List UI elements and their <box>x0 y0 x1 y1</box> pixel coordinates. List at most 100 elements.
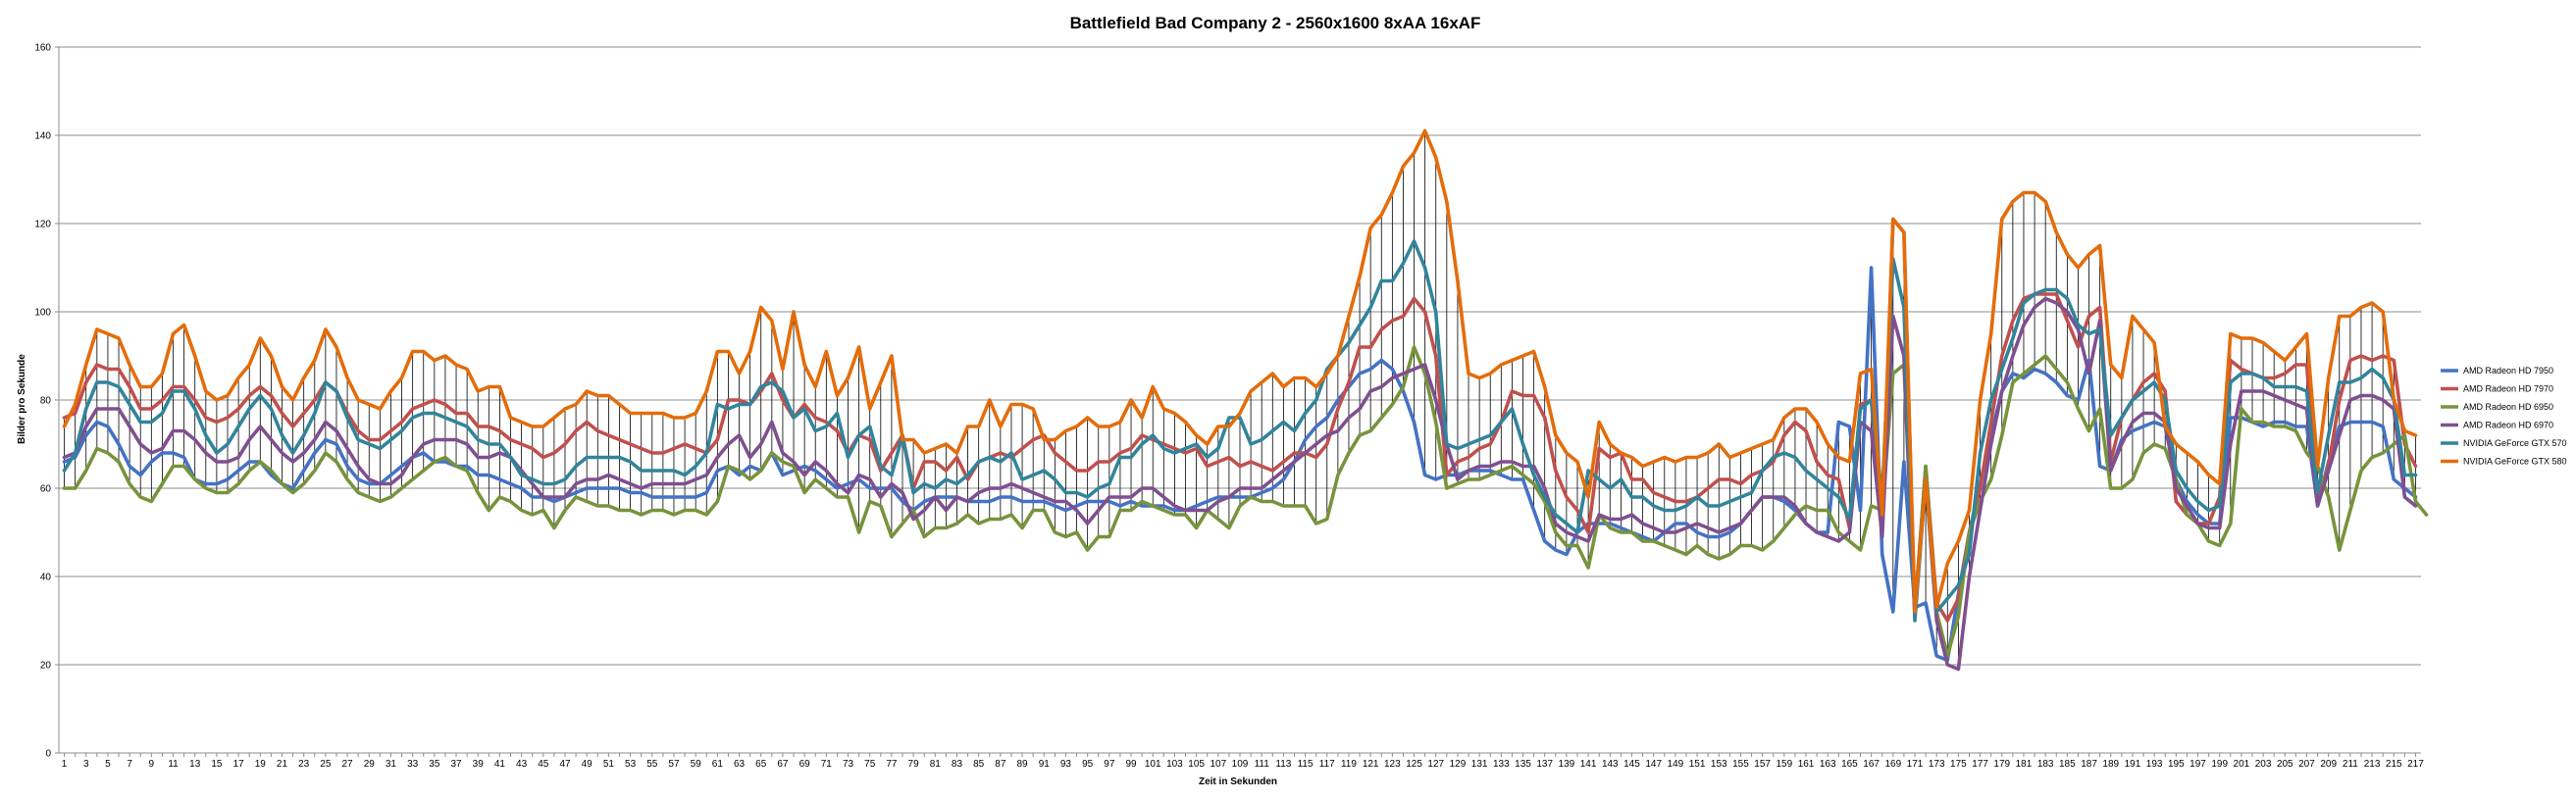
x-tick-label: 125 <box>1406 759 1422 770</box>
x-tick-label: 21 <box>277 759 288 770</box>
x-tick-label: 199 <box>2211 759 2228 770</box>
x-tick-label: 135 <box>1515 759 1531 770</box>
x-tick-label: 195 <box>2168 759 2185 770</box>
series-line-5 <box>62 239 2418 623</box>
series-line-2 <box>62 217 2418 623</box>
x-tick-label: 25 <box>320 759 332 770</box>
x-tick-label: 23 <box>298 759 310 770</box>
x-tick-label: 201 <box>2234 759 2250 770</box>
x-tick-label: 95 <box>1082 759 1094 770</box>
x-tick-label: 73 <box>843 759 854 770</box>
x-tick-label: 19 <box>255 759 267 770</box>
x-tick-label: 1 <box>62 759 68 770</box>
x-tick-label: 81 <box>930 759 942 770</box>
series-lines <box>62 128 2429 672</box>
x-tick-label: 9 <box>149 759 155 770</box>
x-tick-label: 183 <box>2037 759 2054 770</box>
series-line-3 <box>62 345 2429 658</box>
x-tick-label: 37 <box>450 759 462 770</box>
x-tick-label: 203 <box>2255 759 2272 770</box>
x-axis-label: Zeit in Sekunden <box>1199 776 1277 787</box>
x-tick-label: 143 <box>1602 759 1619 770</box>
x-tick-label: 115 <box>1298 759 1314 770</box>
x-tick-label: 45 <box>538 759 549 770</box>
x-tick-label: 159 <box>1776 759 1792 770</box>
x-tick-label: 47 <box>559 759 571 770</box>
x-tick-label: 103 <box>1166 759 1183 770</box>
y-tick-label: 60 <box>40 484 52 495</box>
x-tick-label: 53 <box>625 759 637 770</box>
x-tick-label: 141 <box>1580 759 1597 770</box>
x-tick-label: 83 <box>952 759 963 770</box>
x-tick-label: 109 <box>1232 759 1249 770</box>
x-tick-label: 151 <box>1689 759 1706 770</box>
x-tick-label: 93 <box>1060 759 1072 770</box>
x-tick-label: 105 <box>1188 759 1205 770</box>
x-tick-label: 215 <box>2386 759 2402 770</box>
x-tick-label: 41 <box>494 759 506 770</box>
x-tick-label: 185 <box>2059 759 2076 770</box>
x-tick-label: 171 <box>1907 759 1924 770</box>
y-tick-label: 160 <box>34 43 51 54</box>
x-tick-label: 181 <box>2016 759 2033 770</box>
x-tick-label: 161 <box>1798 759 1815 770</box>
x-tick-label: 99 <box>1125 759 1137 770</box>
x-tick-label: 27 <box>342 759 354 770</box>
x-tick-label: 43 <box>516 759 528 770</box>
x-tick-label: 35 <box>429 759 440 770</box>
x-tick-label: 209 <box>2320 759 2337 770</box>
x-tick-label: 197 <box>2190 759 2206 770</box>
chart-title: Battlefield Bad Company 2 - 2560x1600 8x… <box>1070 14 1481 32</box>
x-tick-label: 39 <box>473 759 485 770</box>
y-tick-label: 120 <box>34 220 51 230</box>
x-tick-label: 91 <box>1039 759 1051 770</box>
x-tick-label: 77 <box>886 759 898 770</box>
y-tick-labels: 0 20 40 60 80 100 120 140 160 <box>34 43 59 760</box>
legend-label: AMD Radeon HD 7970 <box>2463 384 2553 394</box>
x-tick-label: 11 <box>168 759 179 770</box>
x-tick-label: 65 <box>755 759 767 770</box>
x-tick-label: 29 <box>364 759 376 770</box>
legend-label: AMD Radeon HD 7950 <box>2463 366 2553 375</box>
x-tick-label: 33 <box>407 759 419 770</box>
legend-label: NVIDIA GeForce GTX 580 <box>2463 457 2567 467</box>
y-tick-label: 140 <box>34 131 51 142</box>
x-tick-label: 189 <box>2102 759 2119 770</box>
x-tick-label: 157 <box>1754 759 1771 770</box>
x-tick-label: 69 <box>799 759 811 770</box>
x-tick-label: 15 <box>211 759 223 770</box>
x-tick-label: 123 <box>1384 759 1401 770</box>
x-tick-label: 113 <box>1275 759 1291 770</box>
x-tick-label: 89 <box>1017 759 1029 770</box>
x-tick-label: 59 <box>691 759 702 770</box>
x-tick-label: 217 <box>2407 759 2424 770</box>
x-tick-label: 211 <box>2343 759 2358 770</box>
x-tick-label: 55 <box>646 759 658 770</box>
x-tick-label: 177 <box>1972 759 1988 770</box>
x-tick-label: 51 <box>603 759 615 770</box>
x-tick-label: 175 <box>1950 759 1967 770</box>
x-tick-label: 31 <box>386 759 397 770</box>
x-tick-label: 67 <box>777 759 789 770</box>
x-tick-label: 147 <box>1645 759 1662 770</box>
x-tick-label: 207 <box>2298 759 2315 770</box>
legend-label: AMD Radeon HD 6950 <box>2463 402 2553 412</box>
x-tick-label: 169 <box>1884 759 1901 770</box>
x-tick-label: 5 <box>105 759 111 770</box>
x-tick-label: 145 <box>1623 759 1640 770</box>
y-axis-label: Bilder pro Sekunde <box>17 354 27 444</box>
legend-label: AMD Radeon HD 6970 <box>2463 421 2553 430</box>
x-tick-label: 49 <box>582 759 593 770</box>
x-tick-label: 17 <box>233 759 245 770</box>
x-tick-label: 137 <box>1536 759 1553 770</box>
x-tick-label: 117 <box>1319 759 1335 770</box>
x-tick-label: 163 <box>1820 759 1836 770</box>
x-tick-label: 119 <box>1341 759 1357 770</box>
x-tick-label: 133 <box>1493 759 1510 770</box>
x-tick-label: 149 <box>1668 759 1684 770</box>
legend: AMD Radeon HD 7950 AMD Radeon HD 7970 AMD … <box>2441 366 2567 467</box>
x-tick-label: 187 <box>2081 759 2097 770</box>
x-tick-label: 153 <box>1711 759 1727 770</box>
x-tick-label: 87 <box>995 759 1006 770</box>
